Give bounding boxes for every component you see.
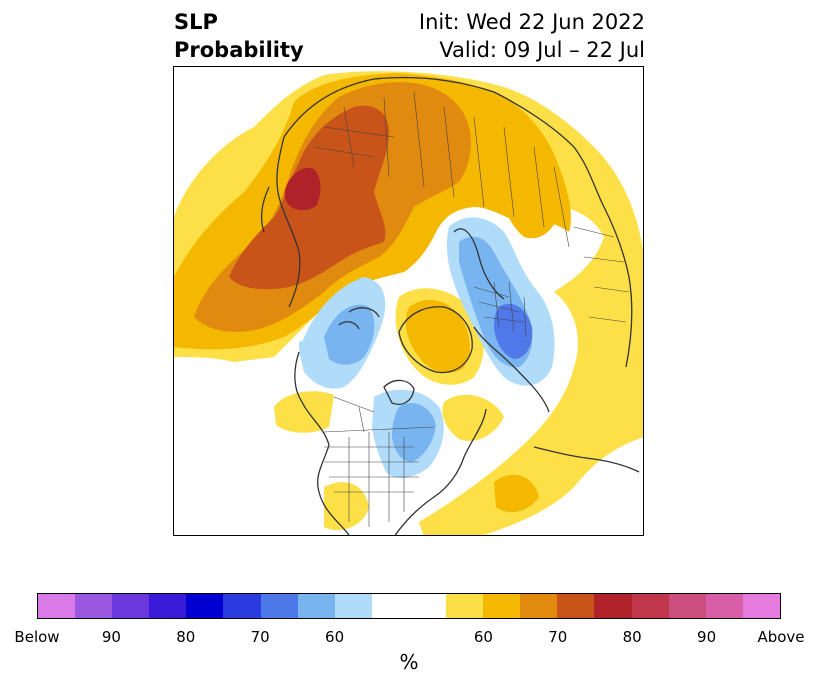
above-80-core — [284, 167, 321, 211]
colorbar-segment — [223, 594, 261, 618]
colorbar-segment — [520, 594, 558, 618]
colorbar-unit-label: % — [399, 650, 419, 674]
colorbar-tick-label: Above — [757, 628, 805, 646]
init-date: Init: Wed 22 Jun 2022 — [418, 10, 645, 34]
borders-canada — [323, 396, 435, 433]
title-product: Probability — [174, 38, 304, 62]
political-borders — [313, 91, 630, 527]
above-65-greenland — [405, 300, 470, 373]
above-65-east-siberia — [504, 192, 559, 239]
below-70-russia — [494, 303, 533, 359]
probability-map — [173, 66, 644, 536]
above-60-eastern-pacific — [324, 482, 369, 531]
coastline-scandinavia — [453, 228, 505, 300]
colorbar-segment — [186, 594, 224, 618]
coastlines — [260, 76, 640, 535]
colorbar-segment — [705, 594, 743, 618]
title-block-right: Init: Wed 22 Jun 2022 Valid: 09 Jul – 22… — [419, 8, 645, 64]
above-60-lower-patch — [274, 391, 334, 433]
colorbar-tick-label: 80 — [622, 628, 642, 646]
colorbar-segment — [483, 594, 521, 618]
coastline-north-africa — [533, 446, 640, 473]
colorbar-segment — [149, 594, 187, 618]
coastline-north-america — [294, 351, 350, 535]
coastline-eurasia — [283, 76, 633, 368]
colorbar — [37, 593, 781, 619]
above-normal-shading — [174, 71, 643, 535]
colorbar-segment — [371, 594, 409, 618]
coastline-greenland — [398, 306, 473, 374]
coastline-asia-east — [276, 136, 301, 308]
coastline-kamchatka — [260, 186, 270, 233]
colorbar-segment — [297, 594, 335, 618]
colorbar-segment — [631, 594, 669, 618]
valid-range: Valid: 09 Jul – 22 Jul — [439, 38, 645, 62]
colorbar-segment — [557, 594, 595, 618]
colorbar-segment — [668, 594, 706, 618]
colorbar-tick-label: 70 — [250, 628, 270, 646]
colorbar-tick-label: 80 — [176, 628, 196, 646]
below-normal-shading — [299, 217, 555, 479]
colorbar-segment — [334, 594, 372, 618]
borders-middle-east — [573, 226, 630, 323]
colorbar-tick-label: 90 — [101, 628, 121, 646]
below-65-west — [324, 304, 375, 365]
colorbar-tick-label: 60 — [473, 628, 493, 646]
above-60-atlantic — [442, 394, 504, 441]
colorbar-tick-label: 60 — [325, 628, 345, 646]
coastline-arctic-islands — [338, 307, 380, 330]
colorbar-tick-label: 70 — [548, 628, 568, 646]
colorbar-tick-label: 90 — [697, 628, 717, 646]
colorbar-segment — [38, 594, 76, 618]
below-60-small — [299, 339, 324, 355]
colorbar-segment — [446, 594, 484, 618]
colorbar-tick-label: Below — [14, 628, 60, 646]
map-canvas — [174, 71, 643, 535]
colorbar-segment — [408, 594, 447, 618]
title-block-left: SLP Probability — [174, 8, 304, 64]
colorbar-segment — [75, 594, 113, 618]
title-variable: SLP — [174, 10, 218, 34]
borders-asia — [313, 91, 570, 248]
borders-europe — [473, 281, 527, 338]
colorbar-segment — [260, 594, 298, 618]
above-65-east-atlantic — [494, 474, 539, 513]
colorbar-segment — [112, 594, 150, 618]
borders-us-states — [324, 432, 419, 527]
colorbar-segment — [742, 594, 780, 618]
coastline-hudson-bay — [383, 379, 415, 405]
colorbar-segment — [594, 594, 632, 618]
coastline-east-america — [394, 408, 487, 535]
coastline-europe — [473, 326, 550, 413]
